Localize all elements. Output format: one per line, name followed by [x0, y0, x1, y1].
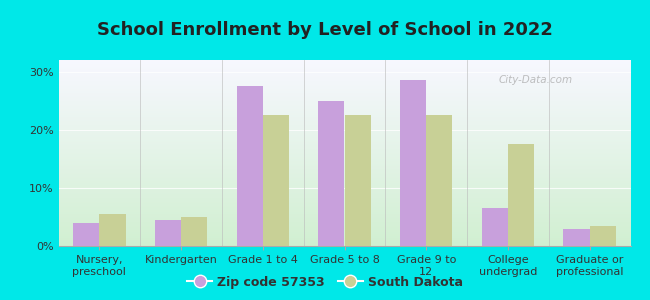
- Bar: [482, 208, 508, 246]
- Bar: [344, 115, 370, 246]
- Bar: [73, 223, 99, 246]
- Legend: Zip code 57353, South Dakota: Zip code 57353, South Dakota: [183, 271, 467, 294]
- Bar: [318, 101, 344, 246]
- Text: School Enrollment by Level of School in 2022: School Enrollment by Level of School in …: [97, 21, 553, 39]
- Bar: [426, 115, 452, 246]
- Bar: [181, 217, 207, 246]
- Bar: [508, 144, 534, 246]
- Bar: [263, 115, 289, 246]
- Bar: [400, 80, 426, 246]
- Bar: [237, 86, 263, 246]
- Text: City-Data.com: City-Data.com: [499, 75, 573, 85]
- Bar: [564, 229, 590, 246]
- Bar: [155, 220, 181, 246]
- Bar: [590, 226, 616, 246]
- Bar: [99, 214, 125, 246]
